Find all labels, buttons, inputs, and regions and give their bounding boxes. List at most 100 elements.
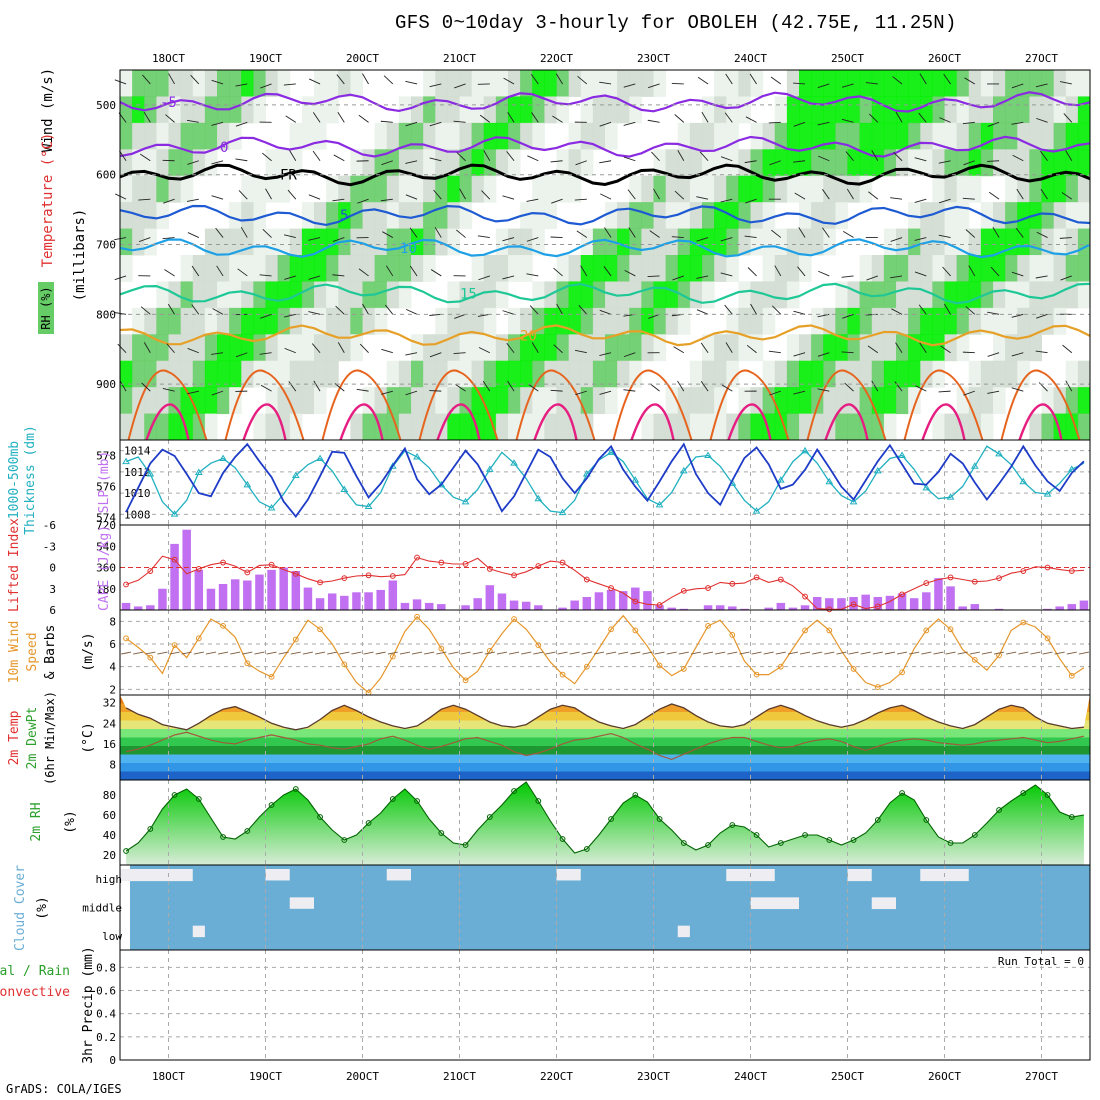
rh-shade-cell [786,149,800,177]
rh-shade-cell [265,360,279,388]
rh-shade-cell [871,255,885,282]
rh-shade-cell [471,96,485,124]
lifted-index-line-point [462,561,469,567]
rh-shade-cell [156,122,169,150]
rh-shade-cell [423,122,436,150]
rh-line-point [462,842,469,848]
wind-barb [381,348,393,354]
cape-bar [703,605,713,610]
cloud-gap-block [192,925,205,938]
rh-shade-cell [544,413,557,441]
wind-barb [914,157,927,162]
wind-barb [599,81,612,85]
wind-speed-line-point [583,663,590,670]
rh-shade-cell [847,70,861,97]
wind-barb [138,198,151,201]
isotherm-line [119,324,1091,347]
rh-shade-cell [374,281,388,309]
rh-shade-cell [786,360,800,388]
wind-barb [771,229,782,238]
wind-barb [553,267,563,277]
wind-barb [674,114,685,123]
wind-barb [725,73,733,85]
cape-bar [837,598,846,610]
rh-shade-cell [980,149,994,177]
rh-shade-cell [1077,387,1091,415]
wind-barb [866,275,878,281]
rh-axis-label: RH (%) [39,286,53,329]
rh-line-point [608,816,614,822]
wind-barb [285,115,297,123]
rh-shade-cell [483,281,497,309]
rh-shade-cell [544,387,557,415]
rh-shade-cell [896,228,909,256]
rh-shade-cell [677,255,691,282]
rh-line-point [486,814,493,820]
rh-shade-cell [786,175,800,203]
surface-isotherm [321,369,402,441]
rh-shade-cell [883,334,897,362]
temp-color-band [120,754,1090,763]
rh-shade-cell [192,70,206,97]
rh-shade-cell [750,281,764,309]
rh-shade-cell [180,307,194,335]
wind-barb [336,74,345,85]
rh-shade-cell [350,255,363,282]
wind-barb [235,158,248,162]
rh-shade-cell [253,413,266,441]
rh-shade-cell [726,96,739,124]
surface-hot-isotherm [436,403,481,441]
rh-shade-cell [883,387,897,415]
wind-barb [939,117,951,123]
rh-shade-cell [1077,281,1091,309]
rh-shade-cell [799,70,812,97]
rh-shade-cell [1017,70,1030,97]
rh-shade-cell [447,122,460,150]
wind-barb [599,160,612,164]
wind-barb [677,150,685,161]
rh-shade-cell [520,334,533,362]
cape-bar [182,529,191,610]
rh-shade-cell [386,202,400,230]
rh-shade-cell [495,149,509,177]
surface-wind-barb [775,651,786,655]
rh-shade-cell [859,360,873,388]
rh-shade-cell [132,149,145,177]
rh-shade-cell [495,360,509,388]
wind-barb [841,351,854,354]
rh-shade-cell [1017,175,1030,203]
cape-bar [267,569,276,610]
rh-shade-cell [1029,334,1042,362]
rh-shade-cell [993,334,1006,362]
cape-bar [412,599,422,610]
wind-barb [894,381,903,392]
rh-shade-cell [374,255,388,282]
rh-shade-cell [714,70,727,97]
wind-barb [817,388,830,392]
rh-shade-cell [459,149,473,177]
rh-shade-cell [180,334,194,362]
rh-shade-cell [495,334,509,362]
rh-shade-cell [520,96,533,124]
rh-shade-cell [204,360,218,388]
wind-speed-line-point [220,622,226,629]
wind-barb [1011,121,1024,125]
surface-isotherm [612,369,693,441]
wind-speed-line-point [802,627,808,634]
precip-axis-label: 3hr Precip (mm) [81,946,96,1063]
rh-shade-cell [799,122,812,150]
rh-shade-cell [786,122,800,150]
rh-shade-cell [314,334,327,362]
thickness-line-point [873,466,882,474]
wind-barb [429,121,442,127]
rh-shade-cell [362,387,376,415]
wind-barb [724,304,733,315]
surface-wind-barb [618,651,629,655]
rh-shade-cell [653,281,667,309]
rh-shade-cell [326,255,339,282]
bottom-x-tick-label: 22OCT [540,1070,573,1083]
wind-barb [332,237,345,242]
rh-shade-cell [132,122,145,150]
surface-wind-barb [339,651,350,655]
thickness-line-point [898,451,906,458]
